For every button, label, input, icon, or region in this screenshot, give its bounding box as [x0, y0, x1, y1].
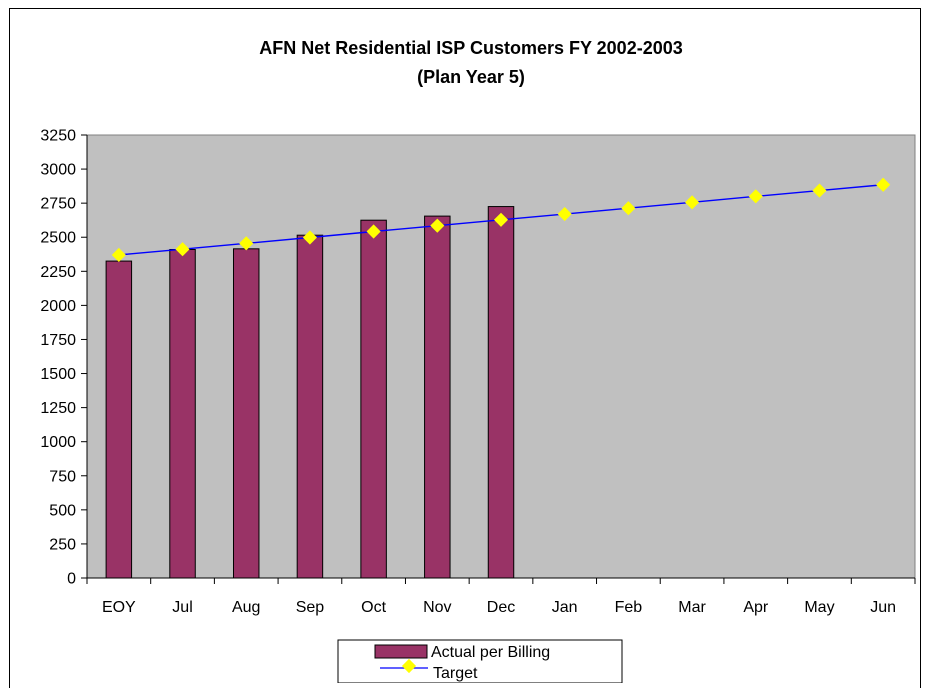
- legend-marker-target: [401, 658, 417, 674]
- x-tick-label: Apr: [743, 599, 769, 616]
- y-tick-label: 2000: [40, 298, 76, 315]
- chart-frame: [9, 8, 921, 688]
- bar-actual: [360, 219, 387, 579]
- target-marker: [302, 230, 317, 245]
- bar-actual: [296, 234, 324, 579]
- x-tick-label: Jul: [172, 599, 192, 616]
- target-marker: [430, 218, 445, 233]
- target-marker: [557, 206, 572, 222]
- x-tick-label: Jan: [552, 599, 578, 616]
- y-tick-label: 0: [67, 571, 76, 588]
- x-tick-label: Feb: [615, 599, 643, 616]
- bars-layer: [105, 206, 515, 579]
- y-tick-label: 3000: [40, 162, 76, 179]
- y-tick-label: 1250: [40, 400, 76, 417]
- x-tick-label: Aug: [232, 599, 260, 616]
- bar-actual: [169, 248, 196, 579]
- y-tick-label: 250: [49, 536, 76, 553]
- target-marker: [175, 242, 190, 257]
- y-tick-label: 2250: [40, 264, 76, 281]
- x-tick-label: EOY: [102, 599, 136, 616]
- bar-actual: [232, 248, 260, 579]
- target-marker: [366, 224, 381, 239]
- target-marker: [748, 189, 763, 204]
- x-tick-label: Nov: [423, 599, 451, 616]
- target-marker: [876, 177, 891, 192]
- chart-title: AFN Net Residential ISP Customers FY 200…: [259, 38, 683, 58]
- target-line-layer: [111, 177, 891, 263]
- target-marker: [239, 236, 254, 251]
- y-tick-label: 1750: [40, 332, 76, 349]
- target-marker: [812, 183, 827, 198]
- x-tick-label: Mar: [678, 599, 706, 616]
- bar-actual: [424, 215, 451, 579]
- bar-actual: [487, 206, 515, 579]
- target-marker: [621, 201, 636, 216]
- y-tick-label: 2750: [40, 196, 76, 213]
- x-tick-label: Jun: [870, 599, 896, 616]
- y-tick-label: 2500: [40, 230, 76, 247]
- y-tick-label: 3250: [40, 128, 76, 145]
- target-marker: [685, 195, 700, 210]
- chart-subtitle: (Plan Year 5): [417, 67, 525, 87]
- bar-actual: [105, 260, 133, 579]
- y-tick-label: 1500: [40, 366, 76, 383]
- legend-label-actual: Actual per Billing: [431, 644, 550, 661]
- y-tick-label: 1000: [40, 434, 76, 451]
- x-tick-label: Sep: [296, 599, 325, 616]
- legend-swatch-actual: [374, 644, 428, 659]
- legend-label-target: Target: [433, 665, 478, 682]
- legend: Actual per Billing Target: [337, 639, 623, 683]
- x-tick-label: May: [804, 599, 834, 616]
- x-tick-label: Oct: [361, 599, 386, 616]
- y-tick-label: 750: [49, 468, 76, 485]
- x-tick-label: Dec: [487, 599, 515, 616]
- axis-layer: 0 250 500 750 1000 1250 1500 1750 2000 2250 2500 27…: [40, 128, 916, 616]
- target-marker: [493, 212, 509, 227]
- y-tick-label: 500: [49, 502, 76, 519]
